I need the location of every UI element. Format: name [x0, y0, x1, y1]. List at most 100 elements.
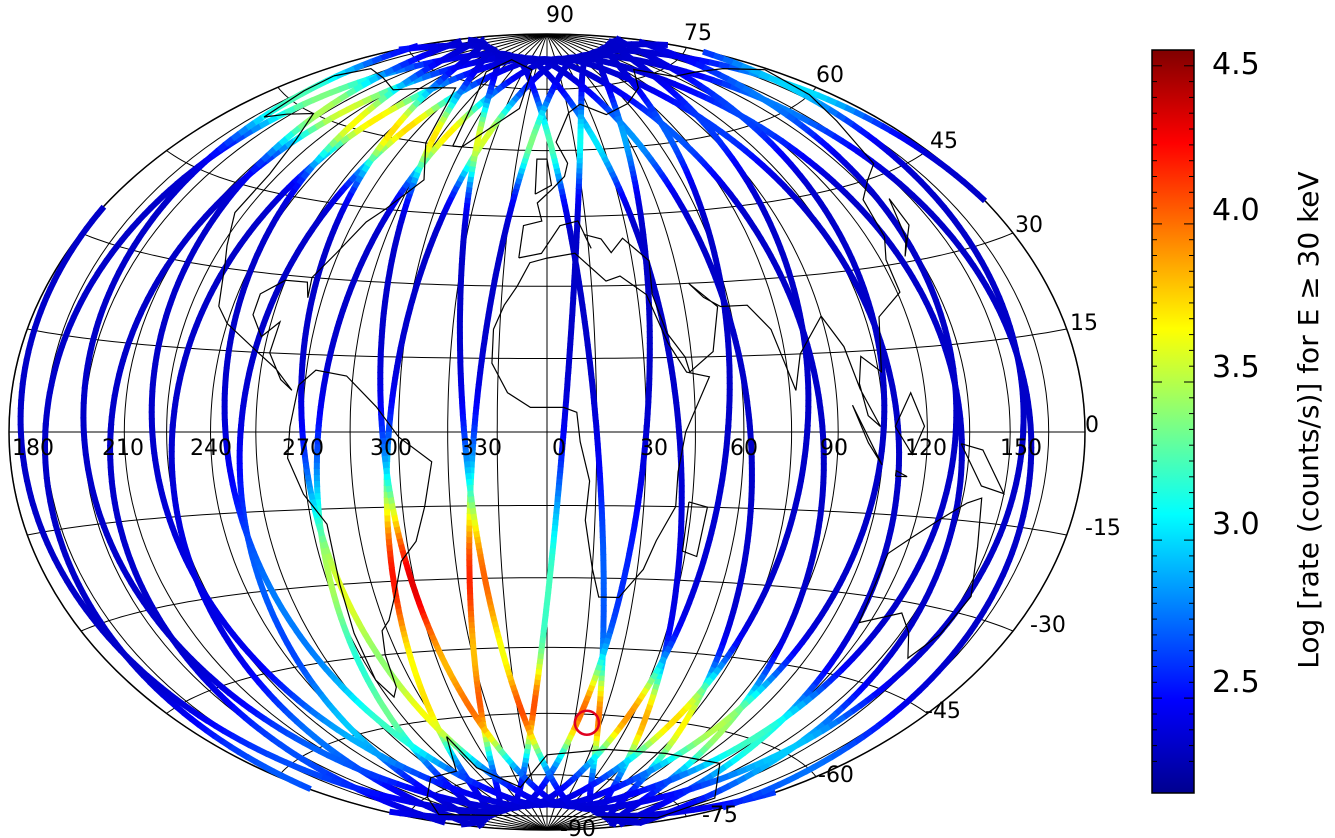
orbit-segment	[950, 444, 958, 454]
orbit-segment	[886, 372, 895, 382]
orbit-segment	[818, 201, 828, 212]
orbit-segment	[302, 462, 310, 471]
orbit-segment	[827, 240, 838, 251]
orbit-segment	[87, 604, 99, 617]
orbit-segment	[284, 687, 296, 699]
orbit-segment	[393, 766, 405, 777]
orbit-segment	[524, 777, 534, 787]
orbit-segment	[640, 105, 651, 116]
orbit-segment	[325, 552, 334, 562]
orbit-segment	[436, 216, 445, 225]
orbit-segment	[390, 720, 400, 730]
orbit-segment	[280, 184, 292, 196]
orbit-segment	[777, 107, 790, 118]
orbit-segment	[596, 145, 605, 155]
orbit-segment	[870, 627, 881, 638]
orbit-segment	[150, 370, 158, 379]
orbit-segment	[97, 306, 107, 317]
orbit-segment	[388, 400, 395, 409]
orbit-segment	[389, 133, 401, 144]
orbit-segment	[325, 237, 334, 246]
orbit-segment	[567, 800, 575, 809]
orbit-segment	[166, 690, 179, 702]
orbit-segment	[201, 223, 212, 235]
orbit-segment	[668, 612, 676, 621]
orbit-segment	[395, 99, 407, 110]
orbit-segment	[248, 163, 260, 175]
orbit-segment	[262, 310, 272, 320]
orbit-segment	[811, 132, 823, 144]
orbit-segment	[223, 698, 236, 710]
orbit-segment	[321, 248, 330, 258]
orbit-segment	[725, 621, 733, 631]
orbit-segment	[818, 168, 831, 180]
orbit-segment	[578, 765, 588, 775]
orbit-segment	[171, 532, 181, 542]
orbit-segment	[705, 125, 715, 136]
orbit-segment	[244, 373, 253, 382]
orbit-segment	[891, 398, 899, 408]
orbit-segment	[551, 781, 560, 790]
orbit-segment	[888, 127, 902, 139]
orbit-segment	[1018, 445, 1026, 455]
orbit-segment	[722, 713, 734, 724]
orbit-segment	[452, 681, 462, 691]
orbit-segment	[910, 652, 923, 664]
orbit-segment	[918, 179, 930, 191]
orbit-segment	[664, 634, 672, 643]
orbit-segment	[782, 627, 792, 637]
orbit-segment	[154, 342, 163, 352]
orbit-segment	[429, 68, 442, 78]
orbit-segment	[865, 300, 874, 310]
orbit-segment	[187, 226, 198, 238]
orbit-segment	[334, 321, 343, 330]
orbit-segment	[424, 715, 435, 726]
orbit-segment	[359, 120, 372, 131]
orbit-segment	[444, 106, 453, 115]
orbit-segment	[411, 667, 420, 677]
orbit-segment	[544, 794, 553, 803]
orbit-segment	[95, 313, 104, 325]
orbit-segment	[576, 52, 584, 60]
orbit-segment	[637, 477, 645, 486]
orbit-segment	[377, 774, 391, 784]
orbit-segment	[359, 702, 370, 714]
orbit-segment	[803, 430, 811, 439]
orbit-segment	[468, 502, 476, 510]
orbit-segment	[124, 338, 133, 349]
orbit-segment	[674, 622, 684, 632]
orbit-segment	[341, 593, 351, 603]
orbit-segment	[506, 782, 516, 792]
orbit-segment	[383, 283, 391, 291]
orbit-segment	[692, 151, 703, 162]
orbit-segment	[605, 631, 613, 640]
orbit-segment	[105, 284, 116, 296]
orbit-segment	[196, 310, 205, 321]
orbit-segment	[716, 490, 724, 499]
orbit-segment	[832, 225, 843, 236]
orbit-segment	[471, 42, 481, 50]
orbit-segment	[731, 598, 740, 608]
orbit-segment	[565, 360, 573, 369]
orbit-segment	[577, 292, 585, 301]
orbit-segment	[318, 148, 329, 160]
orbit-segment	[95, 511, 105, 522]
orbit-segment	[310, 650, 321, 661]
orbit-segment	[488, 80, 496, 87]
orbit-segment	[467, 50, 476, 60]
orbit-segment	[535, 100, 543, 108]
orbit-segment	[513, 765, 522, 775]
orbit-segment	[462, 213, 469, 221]
orbit-segment	[764, 661, 774, 672]
orbit-segment	[508, 679, 516, 688]
orbit-segment	[197, 712, 210, 724]
orbit-segment	[353, 98, 366, 109]
orbit-segment	[924, 185, 936, 198]
orbit-segment	[600, 771, 611, 782]
orbit-segment	[30, 503, 39, 515]
orbit-segment	[251, 563, 260, 573]
orbit-segment	[396, 347, 404, 356]
orbit-segment	[752, 125, 763, 136]
orbit-segment	[741, 745, 753, 757]
orbit-segment	[887, 523, 896, 533]
